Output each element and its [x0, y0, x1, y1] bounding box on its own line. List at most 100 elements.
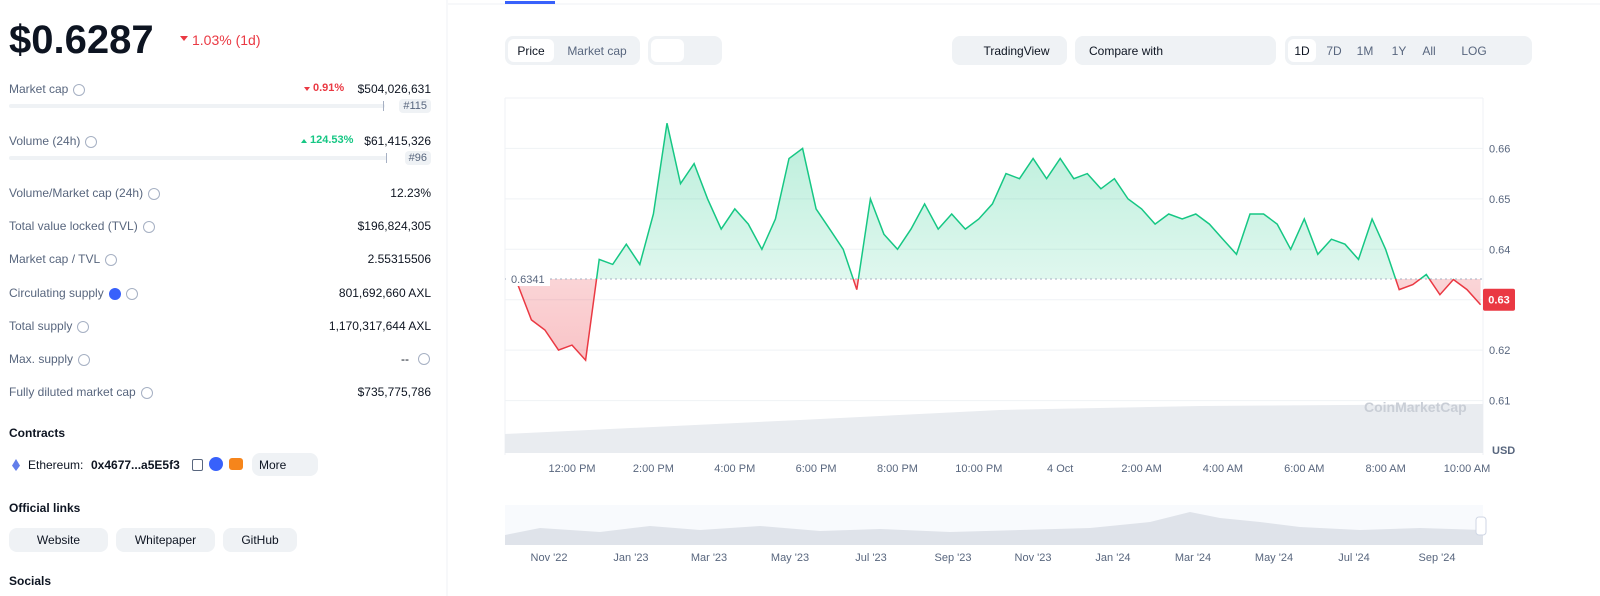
- stat-label-text: Total supply: [9, 319, 73, 333]
- area-up: [596, 123, 1430, 280]
- price-line-up: [595, 123, 1455, 280]
- x-tick-label: 6:00 PM: [796, 463, 837, 475]
- stat-change: 0.91%: [313, 82, 345, 94]
- stat-value: $196,824,305: [357, 219, 431, 233]
- more-button[interactable]: More: [252, 453, 318, 476]
- info-icon[interactable]: [85, 135, 98, 148]
- stat-label-text: Circulating supply: [9, 286, 104, 300]
- stat-value: $735,775,786: [357, 385, 431, 399]
- x-tick-label: 8:00 PM: [877, 463, 918, 475]
- range-button[interactable]: 1M: [1356, 43, 1374, 58]
- x-tick-label: 2:00 AM: [1121, 463, 1161, 475]
- stat-label: Total value locked (TVL): [9, 219, 155, 233]
- last-price-label: 0.63: [1488, 295, 1509, 307]
- stat-label: Total supply: [9, 319, 90, 333]
- info-icon[interactable]: [125, 287, 138, 300]
- stat-label: Fully diluted market cap: [9, 385, 153, 399]
- stat-label-text: Max. supply: [9, 352, 74, 366]
- range-button[interactable]: All: [1422, 43, 1436, 58]
- x-tick-label: 2:00 PM: [633, 463, 674, 475]
- price-tab[interactable]: Price: [508, 39, 554, 62]
- navigator-label: Mar '24: [1175, 552, 1211, 564]
- down-arrow: [304, 87, 310, 91]
- x-tick-label: 6:00 AM: [1284, 463, 1324, 475]
- tradingview-button[interactable]: TradingView: [952, 36, 1067, 65]
- range-button[interactable]: 7D: [1326, 43, 1342, 58]
- compare-label: Compare with: [1089, 43, 1164, 58]
- stat-label-text: Volume (24h): [9, 134, 81, 148]
- stat-label: Circulating supply: [9, 286, 138, 300]
- shield-icon[interactable]: [209, 457, 223, 471]
- watermark: CoinMarketCap: [1364, 399, 1467, 415]
- link-label: GitHub: [241, 533, 279, 547]
- navigator-label: Mar '23: [691, 552, 727, 564]
- y-tick-label: 0.65: [1489, 194, 1510, 206]
- info-icon[interactable]: [73, 83, 86, 96]
- x-tick-label: 10:00 AM: [1444, 463, 1490, 475]
- website-button[interactable]: Website: [9, 528, 108, 552]
- more-label: More: [259, 457, 287, 472]
- x-tick-label: 4:00 PM: [714, 463, 755, 475]
- navigator-label: Jul '24: [1338, 552, 1369, 564]
- navigator-handle[interactable]: [1475, 516, 1487, 536]
- navigator-label: Sep '23: [935, 552, 972, 564]
- progress-marker: [383, 101, 384, 111]
- progress-bar: [9, 156, 387, 160]
- range-button[interactable]: 1Y: [1391, 43, 1407, 58]
- stat-label-text: Total value locked (TVL): [9, 219, 138, 233]
- stat-value: --: [401, 352, 409, 366]
- range-button[interactable]: LOG: [1461, 43, 1487, 58]
- address[interactable]: 0x4677...a5E5f3: [91, 458, 180, 472]
- stat-value: 12.23%: [390, 186, 431, 200]
- volume-area: [505, 404, 1483, 453]
- info-icon[interactable]: [148, 187, 161, 200]
- socials-title: Socials: [9, 574, 52, 588]
- compare-dropdown[interactable]: Compare with: [1075, 36, 1276, 65]
- info-icon[interactable]: [418, 353, 430, 365]
- copy-icon[interactable]: [192, 459, 203, 471]
- progress-bar: [9, 104, 385, 108]
- tradingview-label: TradingView: [983, 43, 1050, 58]
- whitepaper-button[interactable]: Whitepaper: [116, 528, 215, 552]
- verified-badge: [108, 287, 121, 300]
- info-icon[interactable]: [105, 253, 118, 266]
- y-tick-label: 0.62: [1489, 345, 1510, 357]
- navigator-label: Nov '22: [531, 552, 568, 564]
- stat-value: 1,170,317,644 AXL: [328, 319, 431, 333]
- stat-value: $61,415,326: [364, 134, 431, 148]
- metamask-icon[interactable]: [229, 458, 243, 470]
- eth-icon: [12, 459, 20, 471]
- market-cap-tab[interactable]: Market cap: [567, 43, 627, 58]
- price-change: 1.03% (1d): [192, 32, 261, 48]
- navigator-label: Jul '23: [855, 552, 886, 564]
- x-tick-label: 8:00 AM: [1365, 463, 1405, 475]
- baseline-label: 0.6341: [511, 274, 545, 286]
- github-button[interactable]: GitHub: [223, 528, 297, 552]
- chain: Ethereum:: [28, 458, 84, 472]
- baseline-label-bg: [506, 271, 550, 287]
- down-arrow: [180, 36, 188, 41]
- contracts-title: Contracts: [9, 426, 66, 440]
- links-title: Official links: [9, 501, 81, 515]
- active-tab-underline: [505, 1, 555, 4]
- y-tick-label: 0.61: [1489, 396, 1510, 408]
- stat-label: Market cap / TVL: [9, 252, 118, 266]
- line-type-button[interactable]: [651, 39, 684, 62]
- range-button[interactable]: 1D: [1288, 39, 1316, 62]
- navigator-label: May '24: [1255, 552, 1293, 564]
- last-price-tag: [1483, 288, 1515, 311]
- stat-label: Volume (24h): [9, 134, 98, 148]
- link-label: Website: [36, 533, 81, 547]
- info-icon[interactable]: [78, 353, 91, 366]
- info-icon[interactable]: [142, 220, 155, 233]
- navigator-label: Nov '23: [1015, 552, 1052, 564]
- info-icon[interactable]: [140, 386, 153, 399]
- progress-marker: [386, 153, 387, 163]
- info-icon[interactable]: [77, 320, 90, 333]
- x-tick-label: 10:00 PM: [955, 463, 1002, 475]
- stat-label: Volume/Market cap (24h): [9, 186, 161, 200]
- rank-badge: #115: [399, 99, 431, 113]
- rank-badge: #96: [404, 151, 431, 165]
